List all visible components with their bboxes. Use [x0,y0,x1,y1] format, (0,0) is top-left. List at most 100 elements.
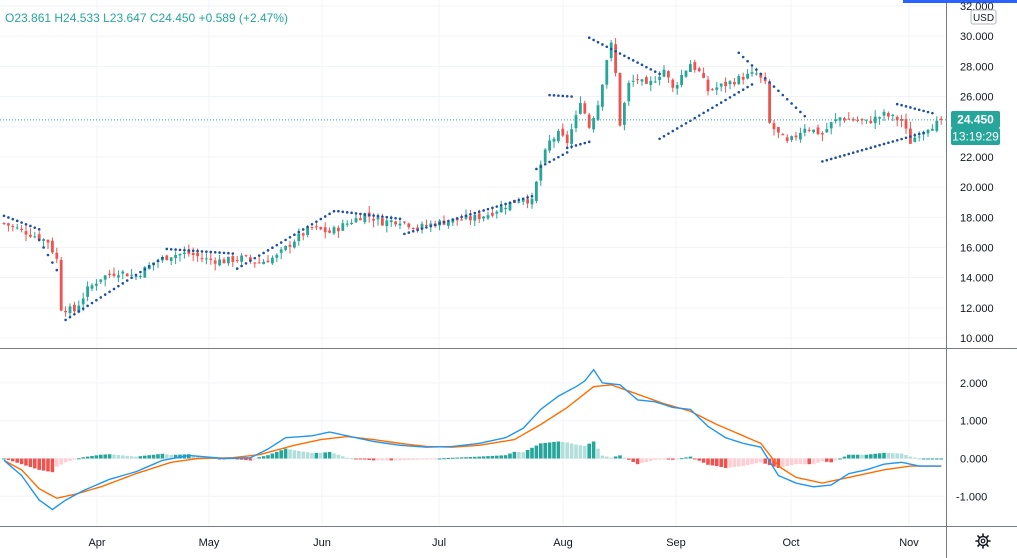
sar-dot [570,95,573,98]
candle-down [425,224,428,226]
sar-dot [719,101,723,104]
time-tick-label: Oct [782,537,799,549]
sar-dot [288,236,292,239]
sar-dot [587,140,591,144]
candle-up [499,206,503,213]
sar-dot [737,90,741,94]
sar-dot [909,135,912,138]
histogram-bar [371,458,376,461]
histogram-bar [754,458,759,464]
sar-dot [447,219,450,223]
sar-dot [112,287,116,291]
currency-badge[interactable]: USD [970,9,997,25]
sar-dot [385,215,389,219]
candle-up [447,221,450,226]
candle-up [601,84,604,107]
sar-dot [231,252,235,255]
histogram-bar [407,458,411,461]
candle-up [15,227,19,229]
sar-dot [517,198,521,202]
sar-dot [486,207,490,211]
histogram-bar [715,458,719,467]
candle-down [403,221,406,223]
candle-down [11,225,15,227]
sar-dot [574,144,578,147]
price-axis[interactable]: 32.00030.00028.00026.00024.00022.00020.0… [960,1,994,345]
time-tick-label: Apr [88,537,105,549]
candle-up [530,198,534,205]
top-accent-bar [903,0,1017,3]
sar-dot [403,232,406,236]
candle-up [350,222,353,224]
candle-down [671,79,675,88]
candle-up [829,122,833,129]
histogram-bar [6,458,11,460]
candle-up [77,305,81,313]
sar-dot [614,49,617,53]
histogram-bar [323,452,327,459]
histogram-bar [591,441,596,459]
sar-dot [649,68,653,71]
histogram-bar [517,452,521,459]
candle-down [381,218,384,226]
time-axis[interactable]: Apr May Jun Jul Aug Sep Oct Nov [88,537,919,549]
histogram-bar [279,450,283,459]
time-tick-label: Nov [899,537,919,549]
histogram-bar [200,456,204,459]
time-tick-label: Aug [553,537,573,549]
candle-up [658,76,661,80]
histogram-bar [72,458,77,460]
candle-down [7,223,10,226]
macd-axis[interactable]: 2.000 1.000 0.000 -1.000 [956,378,988,503]
histogram-bar [19,458,24,465]
candle-down [816,127,820,135]
histogram-bar [138,456,143,459]
histogram-bar [710,458,715,466]
histogram-bar [728,458,732,468]
sar-dot [653,70,657,73]
candle-up [715,87,719,90]
candle-up [178,254,182,256]
histogram-bar [706,458,710,465]
price-tick-label: 14.000 [960,273,994,285]
sar-dot [922,131,925,135]
sar-dot [271,246,274,250]
candle-up [746,73,749,79]
histogram-bar [657,458,662,460]
histogram-bar [684,457,688,459]
candle-down [491,212,494,216]
sar-dot [381,215,384,218]
histogram-bar [261,456,266,459]
histogram-bar [50,458,55,473]
sar-dot [345,211,349,214]
sar-dot [438,222,441,225]
histogram-bar [398,458,402,461]
sar-dot [781,93,785,97]
histogram-bar [231,458,235,460]
histogram-bar [904,455,908,459]
candle-down [209,258,213,260]
sar-dot [491,206,494,210]
histogram-bar [640,458,644,464]
candle-down [253,262,257,264]
candle-down [807,129,811,131]
candle-up [882,111,886,116]
sar-dot [711,106,714,110]
histogram-bar [899,453,904,459]
candle-up [103,275,107,280]
sar-dot [662,134,666,138]
sar-dot [684,121,688,125]
sar-dot [579,142,582,146]
histogram-bar [59,458,63,465]
sar-dot [279,241,283,244]
candle-down [213,260,217,264]
candle-up [548,140,551,151]
sar-dot [922,109,925,113]
candle-up [737,76,741,84]
candle-down [46,239,50,243]
sar-dot [473,211,477,215]
gear-icon[interactable] [975,533,991,549]
histogram-bar [886,452,891,459]
sar-dot [235,267,239,270]
